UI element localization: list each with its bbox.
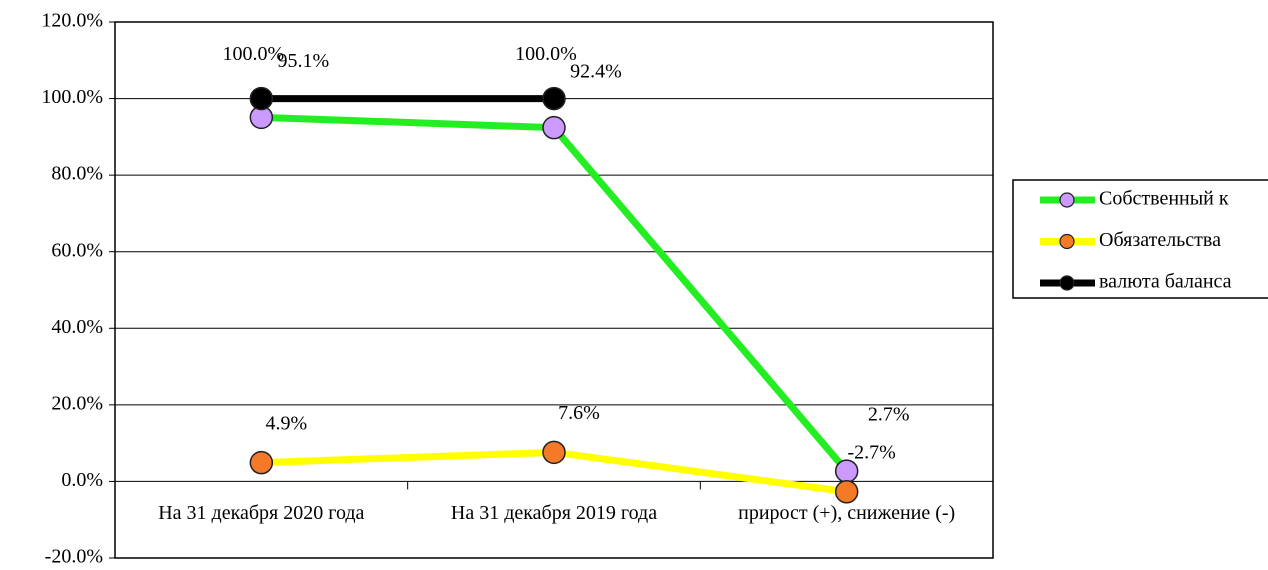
data-label: 100.0% [222, 43, 284, 65]
marker [834, 459, 859, 483]
marker [542, 86, 566, 111]
legend-label: валюта баланса [1099, 271, 1232, 293]
marker [249, 450, 274, 475]
x-tick-label: На 31 декабря 2020 года [158, 502, 364, 524]
y-tick-label: 0.0% [61, 469, 103, 491]
marker [542, 440, 566, 465]
y-tick-label: 100.0% [41, 86, 103, 108]
data-label: 4.9% [265, 412, 307, 434]
legend-marker [1059, 192, 1075, 208]
legend-label: Собственный к [1099, 188, 1229, 210]
y-tick-label: 60.0% [51, 239, 103, 261]
y-tick-label: 80.0% [51, 163, 103, 185]
marker [249, 86, 274, 111]
y-tick-label: 20.0% [51, 392, 103, 414]
data-label: 2.7% [868, 404, 910, 426]
data-label: 92.4% [570, 60, 622, 82]
legend-label: Обязательства [1099, 229, 1221, 251]
data-label: 7.6% [558, 402, 600, 424]
data-label: 100.0% [515, 43, 577, 65]
x-tick-label: прирост (+), снижение (-) [738, 502, 955, 524]
x-tick-label: На 31 декабря 2019 года [451, 502, 657, 524]
data-label: 95.1% [277, 50, 329, 72]
legend-marker [1059, 233, 1075, 250]
y-tick-label: -20.0% [45, 546, 103, 568]
marker [834, 480, 859, 504]
y-tick-label: 120.0% [41, 10, 103, 32]
y-tick-label: 40.0% [51, 316, 103, 338]
marker [542, 115, 566, 140]
data-label: -2.7% [848, 441, 896, 463]
legend-marker [1059, 275, 1075, 291]
